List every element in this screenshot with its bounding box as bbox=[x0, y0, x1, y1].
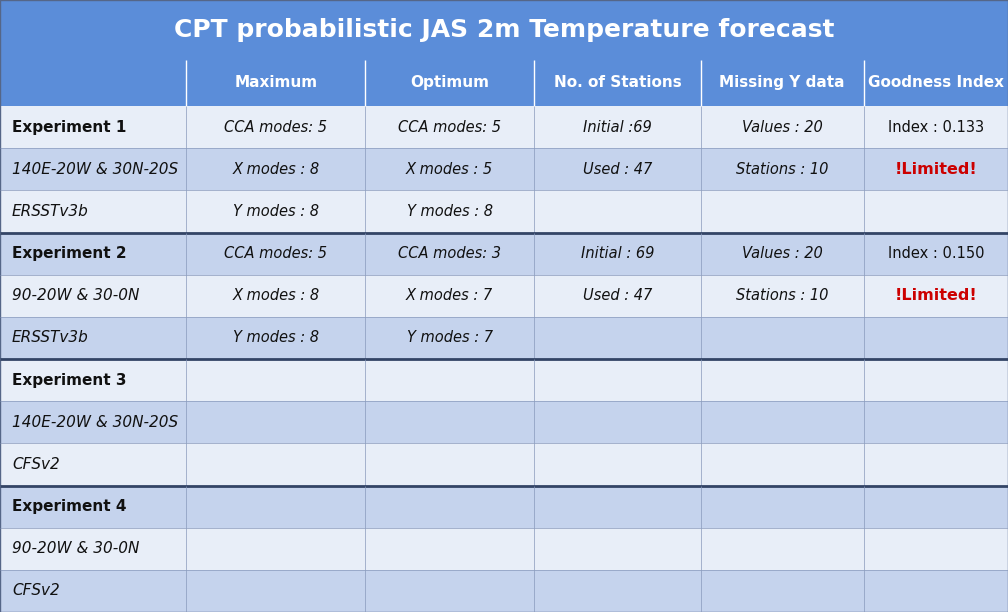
Bar bbox=[0, 317, 1008, 359]
Text: 140E-20W & 30N-20S: 140E-20W & 30N-20S bbox=[12, 162, 178, 177]
Bar bbox=[0, 528, 1008, 570]
Bar bbox=[0, 148, 1008, 190]
Text: X modes : 7: X modes : 7 bbox=[406, 288, 493, 304]
Text: CCA modes: 5: CCA modes: 5 bbox=[398, 119, 501, 135]
Text: Stations : 10: Stations : 10 bbox=[736, 162, 829, 177]
Text: Y modes : 8: Y modes : 8 bbox=[233, 204, 319, 219]
Text: Used : 47: Used : 47 bbox=[583, 288, 652, 304]
Text: Stations : 10: Stations : 10 bbox=[736, 288, 829, 304]
Text: !Limited!: !Limited! bbox=[894, 162, 978, 177]
Text: 90-20W & 30-0N: 90-20W & 30-0N bbox=[12, 288, 139, 304]
Bar bbox=[0, 190, 1008, 233]
Text: ERSSTv3b: ERSSTv3b bbox=[12, 330, 89, 345]
Text: CCA modes: 5: CCA modes: 5 bbox=[224, 246, 328, 261]
Bar bbox=[0, 359, 1008, 401]
Text: Goodness Index: Goodness Index bbox=[868, 75, 1004, 91]
Text: Y modes : 8: Y modes : 8 bbox=[233, 330, 319, 345]
Text: Optimum: Optimum bbox=[410, 75, 489, 91]
Bar bbox=[0, 233, 1008, 275]
Text: ERSSTv3b: ERSSTv3b bbox=[12, 204, 89, 219]
Bar bbox=[0, 485, 1008, 528]
Text: Y modes : 8: Y modes : 8 bbox=[406, 204, 493, 219]
Text: Y modes : 7: Y modes : 7 bbox=[406, 330, 493, 345]
Text: Used : 47: Used : 47 bbox=[583, 162, 652, 177]
Text: 90-20W & 30-0N: 90-20W & 30-0N bbox=[12, 541, 139, 556]
Text: CCA modes: 3: CCA modes: 3 bbox=[398, 246, 501, 261]
Bar bbox=[0, 106, 1008, 148]
Text: Experiment 1: Experiment 1 bbox=[12, 119, 126, 135]
Bar bbox=[0, 275, 1008, 317]
Text: Maximum: Maximum bbox=[234, 75, 318, 91]
Text: X modes : 5: X modes : 5 bbox=[406, 162, 493, 177]
Text: Initial :69: Initial :69 bbox=[583, 119, 652, 135]
Text: Initial : 69: Initial : 69 bbox=[581, 246, 654, 261]
Text: Index : 0.133: Index : 0.133 bbox=[888, 119, 984, 135]
Text: Experiment 4: Experiment 4 bbox=[12, 499, 126, 514]
Text: !Limited!: !Limited! bbox=[894, 288, 978, 304]
Text: X modes : 8: X modes : 8 bbox=[232, 288, 320, 304]
Text: No. of Stations: No. of Stations bbox=[553, 75, 681, 91]
Text: CFSv2: CFSv2 bbox=[12, 583, 59, 599]
Text: CPT probabilistic JAS 2m Temperature forecast: CPT probabilistic JAS 2m Temperature for… bbox=[173, 18, 835, 42]
Bar bbox=[0, 401, 1008, 443]
Bar bbox=[0, 443, 1008, 485]
Text: 140E-20W & 30N-20S: 140E-20W & 30N-20S bbox=[12, 415, 178, 430]
Text: CCA modes: 5: CCA modes: 5 bbox=[224, 119, 328, 135]
Text: Values : 20: Values : 20 bbox=[742, 246, 823, 261]
Text: Index : 0.150: Index : 0.150 bbox=[888, 246, 984, 261]
Bar bbox=[0, 0, 1008, 60]
Text: Experiment 2: Experiment 2 bbox=[12, 246, 127, 261]
Bar bbox=[0, 60, 1008, 106]
Bar bbox=[0, 570, 1008, 612]
Text: Experiment 3: Experiment 3 bbox=[12, 373, 126, 387]
Text: X modes : 8: X modes : 8 bbox=[232, 162, 320, 177]
Text: CFSv2: CFSv2 bbox=[12, 457, 59, 472]
Text: Values : 20: Values : 20 bbox=[742, 119, 823, 135]
Text: Missing Y data: Missing Y data bbox=[720, 75, 845, 91]
